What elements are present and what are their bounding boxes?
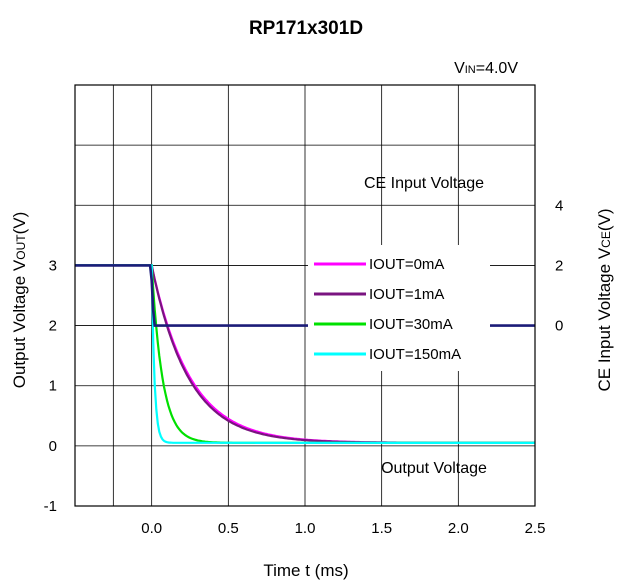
y2-axis-label: CE Input Voltage VCE(V) (595, 209, 614, 392)
plot-frame (74, 84, 536, 507)
x-axis-label: Time t (ms) (263, 561, 348, 580)
y2-tick-labels: 4 2 0 (555, 197, 563, 334)
y-tick-labels: 3 2 1 0 -1 (44, 257, 57, 515)
legend-label: IOUT=30mA (369, 316, 453, 333)
y2-tick-label: 2 (555, 257, 563, 274)
chart-title: RP171x301D (249, 18, 363, 39)
y-tick-label: 3 (49, 257, 57, 274)
plot-area (75, 264, 535, 444)
condition-label: VIN=4.0V (454, 60, 518, 77)
series-line-iout-150ma (75, 264, 535, 444)
y-tick-label: 1 (49, 378, 57, 395)
legend-label: IOUT=1mA (369, 286, 444, 303)
x-tick-label: 0.0 (141, 520, 162, 537)
legend-label: IOUT=0mA (369, 256, 444, 273)
x-tick-label: 1.5 (371, 520, 392, 537)
x-tick-label: 1.0 (295, 520, 316, 537)
annotation-ce-input-voltage: CE Input Voltage (364, 175, 484, 192)
x-tick-labels: 0.0 0.5 1.0 1.5 2.0 2.5 (141, 520, 545, 537)
x-tick-label: 2.5 (525, 520, 546, 537)
annotation-output-voltage: Output Voltage (381, 460, 487, 477)
y-tick-label: 2 (49, 318, 57, 335)
x-tick-label: 2.0 (448, 520, 469, 537)
y-tick-label: -1 (44, 498, 57, 515)
y2-tick-label: 4 (555, 197, 563, 214)
annotations: CE Input Voltage Output Voltage (364, 175, 487, 477)
y-tick-label: 0 (49, 438, 57, 455)
x-tick-label: 0.5 (218, 520, 239, 537)
legend-label: IOUT=150mA (369, 346, 461, 363)
legend-box (308, 245, 490, 371)
y-axis-label: Output Voltage VOUT(V) (10, 212, 29, 389)
ce-voltage-line (75, 264, 535, 327)
legend: IOUT=0mA IOUT=1mA IOUT=30mA IOUT=150mA (308, 245, 490, 371)
y2-tick-label: 0 (555, 318, 563, 335)
